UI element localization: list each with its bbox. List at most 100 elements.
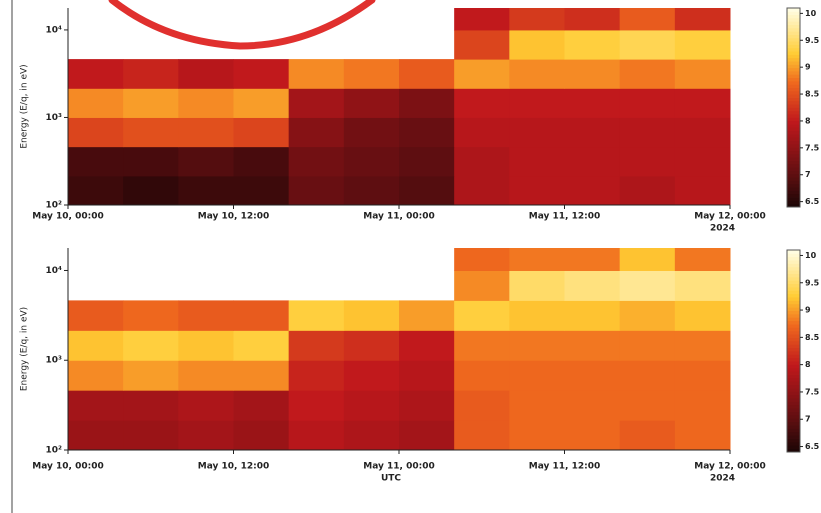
heatmap-cell [619, 8, 676, 31]
colorbar-frame [786, 249, 801, 453]
heatmap-cell [68, 59, 124, 89]
heatmap-cell [233, 420, 290, 451]
colorbar-tick-label: 8.5 [805, 90, 820, 99]
heatmap-cell [619, 270, 676, 301]
heatmap-cell [509, 88, 565, 118]
x-offset-label: 2024 [710, 474, 735, 484]
y-axis-label: Energy (E/q, in eV) [20, 64, 30, 148]
x-tick-label: May 10, 12:00 [198, 212, 269, 222]
heatmap-cell [564, 29, 621, 60]
colorbar-segment [787, 354, 800, 359]
colorbar-segment [787, 297, 800, 301]
heatmap-cell [399, 360, 455, 391]
heatmap-cell [674, 248, 731, 271]
colorbar-segment [787, 431, 800, 436]
heatmap-cell [343, 390, 400, 421]
colorbar-segment [787, 24, 800, 29]
heatmap-cell [454, 420, 510, 451]
heatmap-cell [674, 390, 731, 421]
heatmap-cell [343, 360, 400, 391]
heatmap-cell [454, 360, 510, 391]
colorbar-segment [787, 270, 800, 274]
y-tick-label: 10⁴ [46, 266, 63, 276]
colorbar-segment [787, 253, 800, 258]
colorbar-segment [787, 441, 800, 446]
colorbar-segment [787, 14, 800, 19]
colorbar-segment [787, 324, 800, 328]
colorbar-segment [787, 273, 800, 278]
heatmap-cell [454, 175, 510, 206]
heatmap-cell [454, 390, 510, 421]
colorbar-segment [787, 414, 800, 419]
colorbar-tick-label: 9.5 [805, 36, 820, 45]
colorbar-segment [787, 197, 800, 201]
heatmap-cell [399, 146, 455, 177]
colorbar-tick-label: 10 [805, 9, 817, 18]
colorbar-segment [787, 408, 800, 412]
heatmap-cell [509, 248, 565, 271]
x-tick-label: May 11, 12:00 [529, 212, 600, 222]
heatmap-cell [288, 390, 345, 421]
x-offset-label: 2024 [710, 224, 735, 234]
colorbar-segment [787, 57, 800, 62]
heatmap-cell [454, 29, 510, 60]
y-tick-label: 10³ [46, 113, 63, 123]
heatmap-cell [178, 175, 234, 206]
colorbar-segment [787, 167, 800, 171]
heatmap-cell [288, 59, 345, 89]
heatmap-cell [343, 117, 400, 148]
colorbar-segment [787, 428, 800, 433]
colorbar-segment [787, 351, 800, 355]
x-tick-label: May 10, 00:00 [32, 212, 103, 222]
heatmap-cell [288, 360, 345, 391]
colorbar-tick-label: 6.5 [805, 442, 820, 451]
heatmap-cell [564, 420, 621, 451]
heatmap-cell [454, 330, 510, 361]
colorbar-segment [787, 100, 800, 105]
heatmap-cell [674, 420, 731, 451]
heatmap-cell [619, 88, 676, 118]
heatmap-cell [619, 360, 676, 391]
colorbar-segment [787, 287, 800, 291]
colorbar-segment [787, 266, 800, 271]
heatmap-cell [619, 300, 676, 331]
heatmap-cell [343, 300, 400, 331]
colorbar-segment [787, 44, 800, 49]
colorbar-segment [787, 41, 800, 45]
heatmap-cell [509, 270, 565, 301]
colorbar-segment [787, 418, 800, 423]
colorbar-tick-label: 7 [805, 415, 811, 424]
heatmap-cell [619, 146, 676, 177]
heatmap-cell [123, 390, 179, 421]
heatmap-cell [68, 88, 124, 118]
x-tick-label: May 11, 00:00 [363, 462, 434, 472]
heatmap-cell [674, 360, 731, 391]
heatmap-cell [454, 88, 510, 118]
colorbar-segment [787, 170, 800, 175]
heatmap-cell [509, 8, 565, 31]
colorbar-segment [787, 340, 800, 345]
heatmap-cell [674, 175, 731, 206]
colorbar-segment [787, 367, 800, 372]
colorbar-segment [787, 280, 800, 285]
heatmap-cell [399, 175, 455, 206]
heatmap-cell [233, 360, 290, 391]
colorbar-segment [787, 438, 800, 443]
colorbar-segment [787, 203, 800, 208]
heatmap-cell [619, 117, 676, 148]
colorbar-segment [787, 80, 800, 85]
colorbar-segment [787, 374, 800, 379]
colorbar-segment [787, 357, 800, 362]
heatmap-cell [178, 88, 234, 118]
heatmap-cell [674, 300, 731, 331]
colorbar-segment [787, 425, 800, 429]
colorbar-segment [787, 134, 800, 138]
heatmap-cell [454, 8, 510, 31]
colorbar-segment [787, 290, 800, 295]
colorbar-tick-label: 9 [805, 306, 811, 315]
heatmap-cell [509, 59, 565, 89]
heatmap-cell [564, 270, 621, 301]
colorbar-segment [787, 377, 800, 382]
heatmap-cell [233, 330, 290, 361]
heatmap-cell [68, 300, 124, 331]
